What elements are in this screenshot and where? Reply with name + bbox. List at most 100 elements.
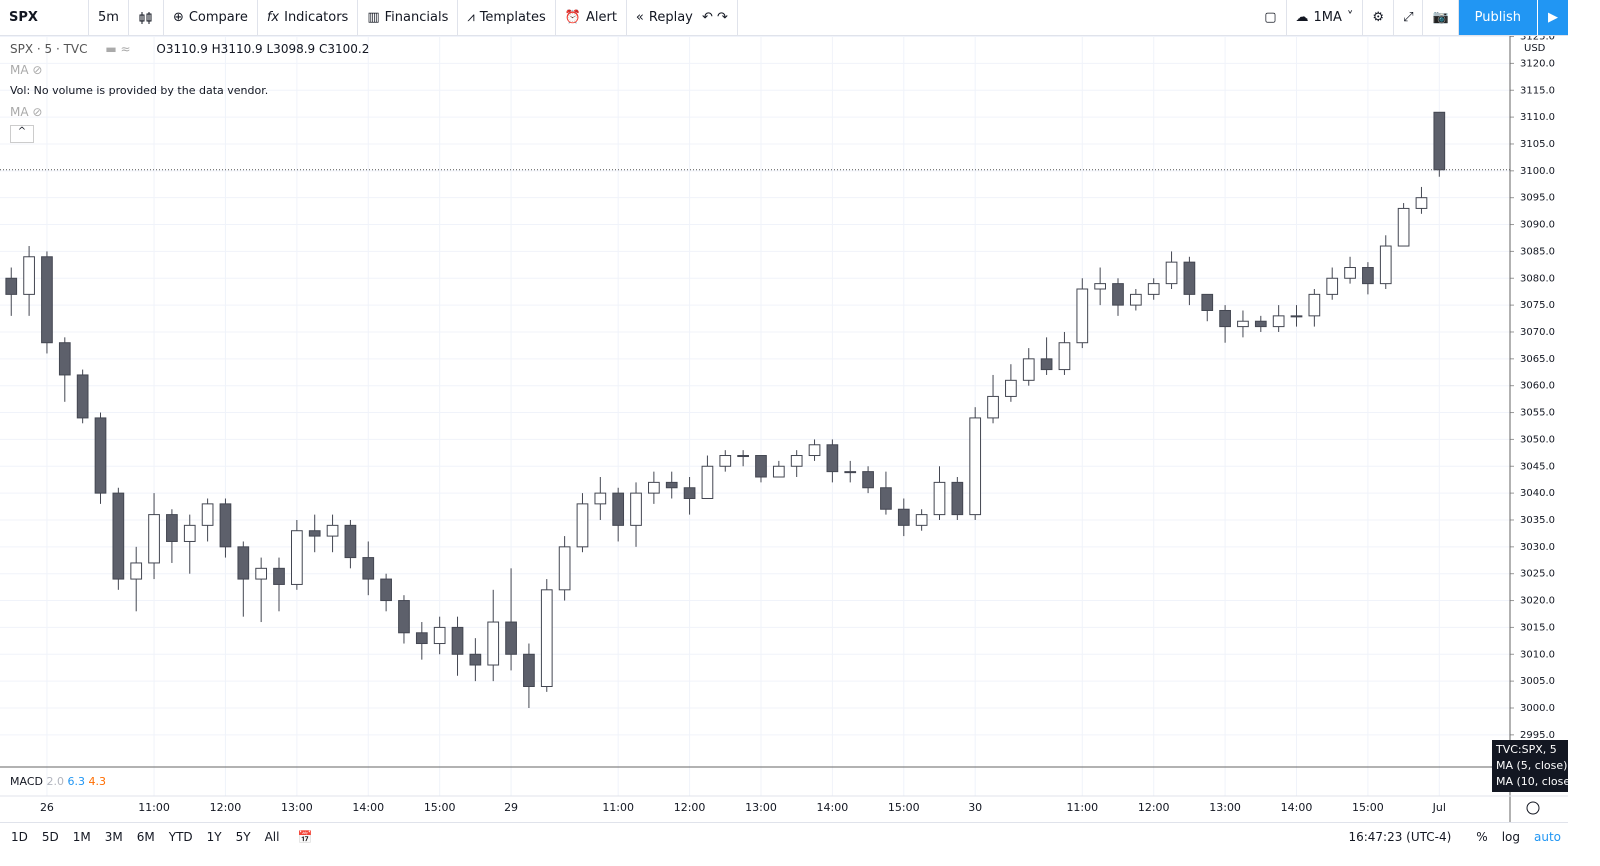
x-tick-label: 15:00 [1352, 801, 1384, 814]
candle-body [398, 600, 410, 634]
macd-label: MACD [10, 775, 43, 788]
x-tick-label: 26 [40, 801, 54, 814]
snapshot[interactable]: 📷 [1423, 0, 1459, 35]
candle-body [130, 562, 143, 580]
fullscreen[interactable]: ⤢ [1394, 0, 1424, 35]
range-button[interactable]: 5Y [235, 830, 251, 844]
candle-body [469, 653, 482, 666]
candle-body [1362, 267, 1374, 285]
tooltip-line: MA (5, close) [1496, 759, 1568, 772]
candle-body [183, 524, 196, 542]
range-button[interactable]: 6M [136, 830, 155, 844]
scale-button[interactable]: auto [1533, 830, 1561, 844]
candle-body [880, 487, 892, 510]
candle-body [362, 557, 375, 580]
symbol[interactable]: SPX [0, 0, 89, 35]
button[interactable]: fx Indicators [258, 0, 359, 35]
settings[interactable]: ⚙ [1363, 0, 1395, 35]
candle-body [862, 471, 874, 489]
y-unit: USD [1524, 43, 1546, 54]
candle-body [648, 481, 660, 494]
layout[interactable]: ☁ 1MA ˅ [1287, 0, 1364, 35]
button[interactable]: « Replay ↶ ↷ [627, 0, 738, 35]
y-tick-label: 3045.0 [1520, 461, 1555, 472]
y-tick-label: 3040.0 [1520, 488, 1555, 499]
x-tick-label: 14:00 [352, 801, 384, 814]
toolbar: SPX 5m ⊕ Compare fx Indicators ▥ Financi… [0, 0, 1568, 36]
candle-body [1201, 293, 1214, 311]
candle-body [1379, 245, 1392, 285]
candle-body [683, 487, 696, 499]
date-range-icon[interactable]: 📅 [297, 830, 313, 844]
range-button[interactable]: 1Y [206, 830, 222, 844]
y-tick-label: 3020.0 [1520, 596, 1555, 607]
button[interactable]: ⩘ Templates [458, 0, 556, 35]
button[interactable]: ⏰ Alert [556, 0, 627, 35]
macd-value: 6.3 [67, 775, 85, 788]
y-tick-label: 3105.0 [1520, 139, 1555, 150]
interval[interactable]: 5m [89, 0, 129, 35]
range-button[interactable]: YTD [168, 830, 193, 844]
y-tick-label: 3025.0 [1520, 569, 1555, 580]
legend: SPX · 5 · TVC ▬ ≈ O3110.9 H3110.9 L3098.… [10, 42, 369, 56]
y-tick-label: 3110.0 [1520, 112, 1555, 123]
candle-body [826, 444, 839, 473]
candle-body [719, 455, 732, 467]
button-label: Indicators [284, 10, 349, 25]
button[interactable]: ⊕ Compare [164, 0, 258, 35]
candle-body [1415, 197, 1428, 209]
candle-body [1254, 320, 1267, 328]
y-tick-label: 3095.0 [1520, 193, 1555, 204]
x-tick-label: 15:00 [424, 801, 456, 814]
candle-body [1022, 358, 1035, 381]
x-tick-label: 12:00 [674, 801, 706, 814]
candle-body [1344, 267, 1356, 279]
range-button[interactable]: All [264, 830, 280, 844]
range-button[interactable]: 5D [41, 830, 59, 844]
candle-body [291, 530, 303, 585]
scale-button[interactable]: % [1476, 830, 1488, 844]
candle-body [433, 626, 446, 645]
candle-body [112, 492, 125, 580]
layout-square[interactable]: ▢ [1255, 0, 1287, 35]
bottom-bar: 1D 5D 1M 3M 6M YTD 1Y 5Y All 📅 16:47:23 (UTC-4) … [0, 822, 1568, 851]
candle-body [76, 374, 89, 419]
tooltip-line: MA (10, close) [1496, 775, 1568, 788]
candle-body [951, 481, 964, 516]
candle-body [451, 626, 464, 655]
x-tick-label: 12:00 [1138, 801, 1170, 814]
y-tick-label: 3050.0 [1520, 434, 1555, 445]
range-button[interactable]: 3M [104, 830, 123, 844]
candle-body [933, 481, 946, 516]
tooltip-line: TVC:SPX, 5 [1496, 743, 1557, 756]
y-tick-label: 3030.0 [1520, 542, 1555, 553]
candle-body [326, 524, 339, 537]
range-button[interactable]: 1M [72, 830, 91, 844]
icon [139, 11, 152, 24]
button[interactable]: ▥ Financials [358, 0, 459, 35]
candle-body [987, 395, 999, 419]
play-button[interactable]: ▶ [1537, 0, 1568, 35]
chart-style[interactable] [129, 0, 164, 35]
ohlc: C3100.2 [319, 42, 370, 56]
ohlc: L3098.9 [266, 42, 316, 56]
y-tick-label: 3090.0 [1520, 220, 1555, 231]
collapse-button[interactable]: ^ [10, 125, 34, 143]
vol-legend: Vol: No volume is provided by the data v… [10, 84, 269, 97]
button-label: Alert [585, 10, 617, 25]
candle-body [94, 417, 107, 494]
y-tick-label: 3115.0 [1520, 85, 1555, 96]
candle-body [897, 508, 910, 526]
range-button[interactable]: 1D [11, 830, 28, 844]
ma-legend: MA ⊘ [10, 63, 43, 77]
x-tick-label: 14:00 [817, 801, 849, 814]
candle-body [1219, 309, 1231, 328]
y-tick-label: 3055.0 [1520, 408, 1555, 419]
candle-body [237, 546, 250, 580]
scale-button[interactable]: log [1501, 830, 1520, 844]
y-tick-label: 3070.0 [1520, 327, 1555, 338]
publish-button[interactable]: Publish [1458, 0, 1537, 35]
x-tick-label: 30 [968, 801, 982, 814]
candle-body [1272, 315, 1285, 328]
candle-body [1433, 111, 1446, 171]
